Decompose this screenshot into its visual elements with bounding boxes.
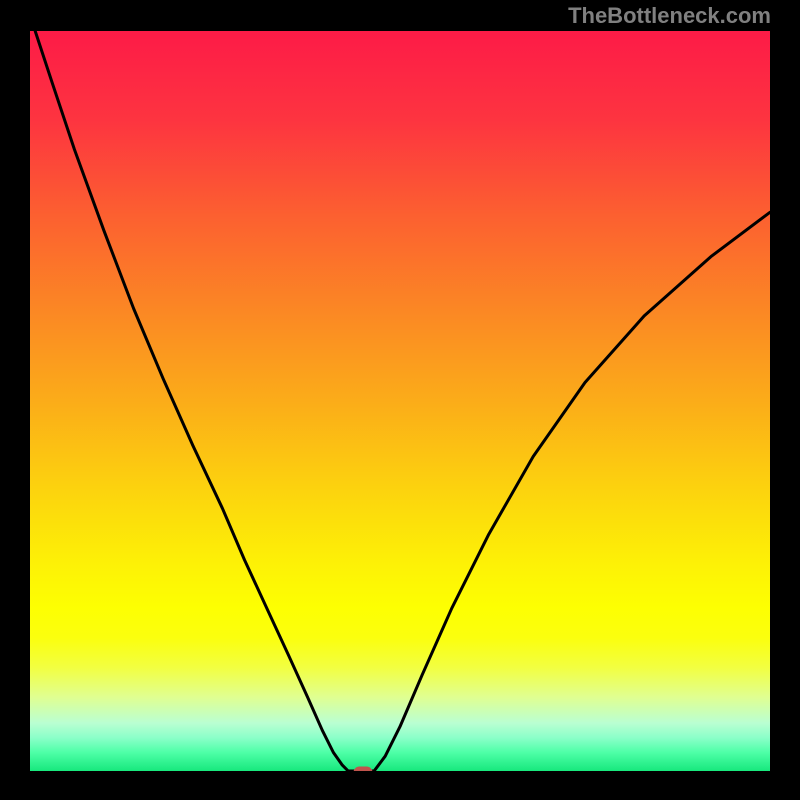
watermark-text: TheBottleneck.com (568, 3, 771, 29)
chart-container: TheBottleneck.com (0, 0, 800, 800)
plot-background (30, 31, 770, 771)
bottleneck-chart (30, 31, 770, 771)
